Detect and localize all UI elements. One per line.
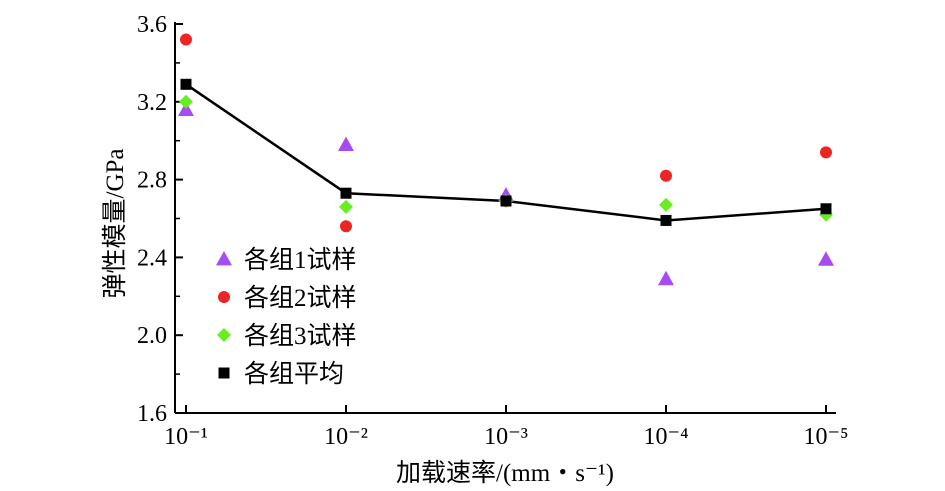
data-point-series-4 [500, 195, 512, 207]
x-tick-label: 10⁻³ [484, 424, 528, 450]
data-point-series-2 [660, 169, 672, 182]
y-tick-label: 2.8 [137, 168, 167, 194]
legend-label-3: 各组3试样 [244, 322, 357, 350]
y-tick-label: 1.6 [137, 401, 167, 427]
x-tick-label: 10⁻⁴ [643, 424, 688, 450]
data-point-series-4 [180, 78, 192, 90]
x-tick-label: 10⁻¹ [164, 424, 208, 450]
data-point-series-4 [340, 187, 352, 199]
data-point-series-2 [340, 220, 352, 233]
data-point-series-2 [820, 146, 832, 159]
x-tick-label: 10⁻⁵ [803, 424, 848, 450]
x-axis-title: 加载速率/(mm・s⁻¹) [396, 459, 614, 487]
data-point-series-1 [338, 136, 354, 151]
y-tick-label: 2.0 [137, 323, 167, 349]
y-tick-label: 3.6 [137, 12, 167, 38]
legend-label-4: 各组平均 [244, 360, 344, 388]
legend-marker-2 [218, 291, 230, 303]
x-tick-label: 10⁻² [324, 424, 368, 450]
legend-marker-4 [218, 367, 230, 379]
legend-label-2: 各组2试样 [244, 284, 357, 312]
legend-label-1: 各组1试样 [244, 246, 357, 274]
data-point-series-2 [180, 33, 192, 46]
markers-layer [178, 33, 834, 286]
data-point-series-3 [659, 197, 673, 212]
data-point-series-3 [179, 94, 193, 109]
data-point-series-1 [818, 251, 834, 266]
data-point-series-1 [658, 270, 674, 286]
legend-marker-3 [217, 328, 231, 342]
y-tick-label: 3.2 [137, 90, 167, 116]
y-tick-label: 2.4 [137, 245, 167, 271]
data-point-series-4 [660, 214, 672, 226]
data-point-series-3 [339, 199, 353, 214]
y-axis-title: 弹性模量/GPa [101, 148, 129, 298]
legend-marker-1 [216, 251, 232, 266]
data-point-series-4 [820, 203, 832, 215]
